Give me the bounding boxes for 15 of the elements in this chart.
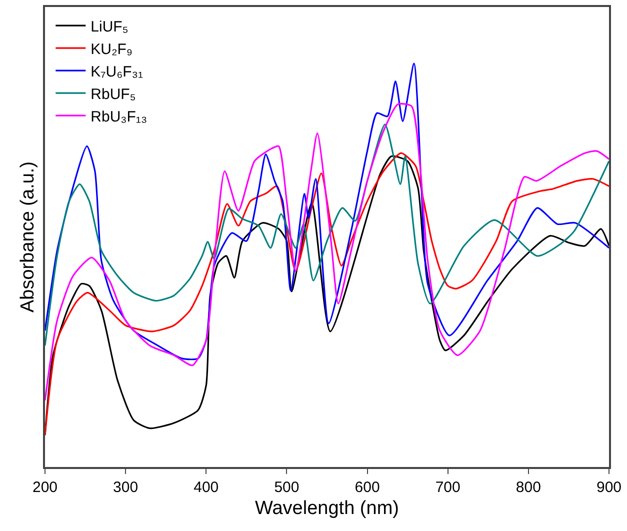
legend-label: RbUF₅ — [90, 86, 136, 103]
x-tick-label: 500 — [274, 478, 300, 496]
x-tick-label: 800 — [516, 478, 541, 496]
x-tick-label: 200 — [32, 478, 58, 496]
x-tick-label: 300 — [113, 478, 138, 496]
legend-label: K₇U₆F₃₁ — [90, 63, 144, 80]
x-tick-label: 400 — [194, 478, 219, 496]
legend-label: LiUF₅ — [90, 18, 128, 36]
legend-label: KU₂F₉ — [90, 40, 132, 58]
y-axis-title: Absorbance (a.u.) — [18, 161, 39, 313]
x-tick-label: 900 — [596, 478, 622, 496]
x-axis-title: Wavelength (nm) — [255, 498, 399, 520]
x-tick-label: 600 — [354, 478, 380, 496]
x-tick-label: 700 — [435, 478, 460, 496]
legend-label: RbU₃F₁₃ — [90, 108, 148, 126]
